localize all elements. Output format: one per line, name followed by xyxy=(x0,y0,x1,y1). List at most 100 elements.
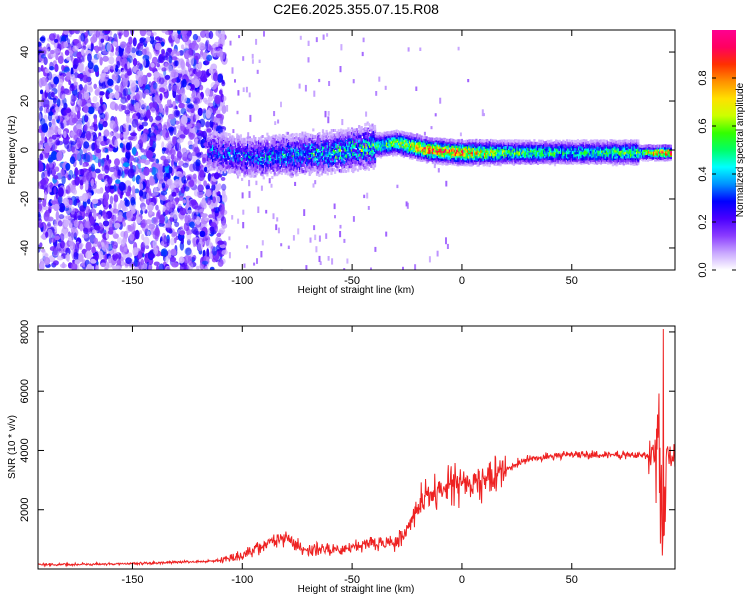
heatmap-cell xyxy=(89,216,95,225)
heatmap-cell xyxy=(108,92,116,99)
heatmap-cell xyxy=(102,120,108,128)
heatmap-cell xyxy=(141,121,148,127)
heatmap-cell xyxy=(41,123,49,133)
heatmap-cell xyxy=(419,47,422,51)
heatmap-cell xyxy=(91,198,99,204)
heatmap-cell xyxy=(239,134,242,138)
heatmap-cell xyxy=(182,78,187,88)
heatmap-cell xyxy=(60,40,65,50)
heatmap-cell xyxy=(213,125,217,131)
heatmap-cell xyxy=(75,211,82,219)
heatmap-cell xyxy=(118,252,122,260)
heatmap-cell xyxy=(52,260,59,266)
heatmap-cell xyxy=(152,240,158,248)
heatmap-cell xyxy=(123,122,130,129)
heatmap-cell xyxy=(91,58,98,64)
heatmap-cell xyxy=(56,242,62,252)
heatmap-cell xyxy=(138,178,143,186)
heatmap-cell xyxy=(74,259,81,265)
heatmap-cell xyxy=(112,266,119,270)
heatmap-cell xyxy=(202,51,208,60)
heatmap-cell xyxy=(79,205,86,212)
heatmap-cell xyxy=(90,163,96,172)
heatmap-cell xyxy=(103,129,110,137)
heatmap-cell xyxy=(182,199,186,204)
heatmap-cell xyxy=(57,220,63,227)
heatmap-cell xyxy=(241,177,244,181)
heatmap-cell xyxy=(114,222,121,229)
heatmap-cell xyxy=(237,218,240,224)
heatmap-cell xyxy=(51,134,57,140)
heatmap-cell xyxy=(217,240,225,245)
heatmap-cell xyxy=(243,263,246,268)
heatmap-cell xyxy=(44,145,51,154)
heatmap-cell xyxy=(234,79,236,83)
heatmap-cell xyxy=(218,228,226,234)
heatmap-cell xyxy=(334,169,337,173)
heatmap-cell xyxy=(202,97,208,103)
heatmap-cell xyxy=(83,141,90,149)
heatmap-cell xyxy=(238,35,241,39)
heatmap-cell xyxy=(85,250,93,260)
heatmap-cell xyxy=(132,37,137,47)
heatmap-cell xyxy=(93,102,99,108)
heatmap-cell xyxy=(180,44,185,50)
heatmap-cell xyxy=(141,222,149,232)
heatmap-cell xyxy=(78,195,86,201)
heatmap-cell xyxy=(213,41,220,48)
heatmap-cell xyxy=(44,216,51,222)
heatmap-cell xyxy=(123,30,130,38)
heatmap-cell xyxy=(204,121,211,128)
heatmap-cell xyxy=(119,199,124,208)
heatmap-cell xyxy=(191,211,197,220)
heatmap-cell xyxy=(62,136,70,145)
heatmap-cell xyxy=(179,207,187,216)
heatmap-cell xyxy=(231,67,234,74)
heatmap-cell xyxy=(95,265,99,270)
heatmap-cell xyxy=(153,261,160,266)
heatmap-cell xyxy=(327,256,330,261)
heatmap-cell xyxy=(77,98,82,107)
heatmap-cell xyxy=(190,199,197,206)
heatmap-cell xyxy=(127,94,131,101)
heatmap-cell xyxy=(221,104,227,114)
heatmap-cell xyxy=(48,100,53,108)
heatmap-cell xyxy=(53,48,61,54)
heatmap-cell xyxy=(334,129,337,132)
heatmap-cell xyxy=(183,221,190,232)
heatmap-cell xyxy=(79,84,83,91)
heatmap-cell xyxy=(65,247,71,256)
heatmap-cell xyxy=(161,109,166,116)
heatmap-cell xyxy=(172,209,178,220)
heatmap-cell xyxy=(39,153,44,161)
heatmap-cell xyxy=(163,235,167,245)
heatmap-cell xyxy=(106,139,113,145)
heatmap-cell xyxy=(343,238,346,243)
heatmap-cell xyxy=(86,198,91,205)
heatmap-cell xyxy=(180,108,187,115)
heatmap-cell xyxy=(145,179,150,190)
heatmap-cell xyxy=(145,37,151,42)
heatmap-cell xyxy=(120,191,124,196)
heatmap-cell xyxy=(153,129,159,136)
heatmap-cell xyxy=(196,265,200,270)
heatmap-cell xyxy=(146,109,151,119)
heatmap-cell xyxy=(89,211,93,217)
heatmap-cell xyxy=(141,233,145,241)
heatmap-cell xyxy=(108,131,113,138)
heatmap-cell xyxy=(296,173,299,176)
heatmap-cell xyxy=(341,119,344,126)
heatmap-cell xyxy=(62,261,65,269)
heatmap-cell xyxy=(179,263,187,270)
heatmap-cell xyxy=(154,231,159,242)
heatmap-cell xyxy=(84,212,89,217)
heatmap-cell xyxy=(70,227,78,233)
heatmap-cell xyxy=(318,174,321,177)
heatmap-cell xyxy=(132,58,138,67)
heatmap-cell xyxy=(134,188,140,194)
heatmap-cell xyxy=(117,166,124,177)
heatmap-cell xyxy=(274,121,277,125)
heatmap-cell xyxy=(318,255,321,262)
heatmap-cell xyxy=(328,81,331,86)
